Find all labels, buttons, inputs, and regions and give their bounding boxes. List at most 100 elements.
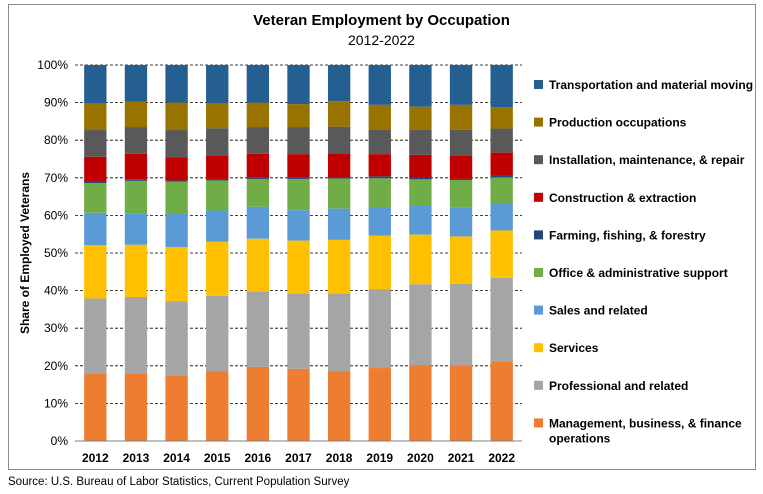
bar-segment — [206, 295, 229, 372]
legend-entry: Professional and related — [549, 379, 688, 393]
legend-swatch — [534, 305, 543, 315]
bar-segment — [449, 155, 473, 179]
bar-segment — [84, 183, 107, 213]
bar-segment — [449, 207, 473, 237]
bar-segment — [490, 65, 513, 108]
grid-layer — [75, 64, 522, 404]
bar-segment — [124, 127, 148, 154]
bar-segment — [449, 180, 473, 208]
legend-swatch — [534, 418, 543, 428]
bar-segment — [368, 176, 391, 179]
x-tick-label: 2018 — [326, 451, 353, 465]
bar-segment — [124, 213, 148, 245]
y-tick-label: 80% — [44, 133, 68, 147]
chart-title: Veteran Employment by Occupation — [253, 12, 510, 29]
bar-segment — [327, 153, 351, 178]
bar-segment — [206, 128, 229, 156]
legend-swatch — [534, 117, 543, 127]
bar-segment — [409, 65, 432, 107]
legend-entry: Services — [549, 341, 599, 355]
bar-segment — [246, 177, 270, 179]
bar-segment — [490, 152, 513, 176]
bar-segment — [206, 155, 229, 179]
bar-segment — [368, 104, 391, 130]
bars-layer — [84, 65, 513, 441]
chart-subtitle: 2012-2022 — [348, 32, 415, 48]
legend-swatch — [534, 80, 543, 89]
bar-segment — [124, 244, 148, 297]
bar-segment — [409, 365, 432, 441]
bar-segment — [287, 293, 310, 369]
bar-segment — [84, 65, 107, 103]
bar-segment — [327, 293, 351, 372]
x-tick-label: 2021 — [448, 451, 475, 465]
bar-segment — [246, 153, 270, 178]
bar-segment — [287, 177, 310, 179]
bar-segment — [490, 128, 513, 153]
bar-segment — [368, 368, 391, 441]
bar-segment — [206, 65, 229, 103]
bar-segment — [368, 154, 391, 177]
bar-segment — [409, 284, 432, 366]
y-tick-label: 70% — [44, 171, 68, 185]
bar-segment — [327, 65, 351, 102]
bar-segment — [206, 371, 229, 441]
bar-segment — [206, 180, 229, 211]
bar-segment — [287, 240, 310, 294]
bar-segment — [490, 277, 513, 362]
bar-segment — [84, 130, 107, 157]
bar-segment — [490, 175, 513, 178]
x-tick-label: 2013 — [123, 451, 150, 465]
bar-segment — [84, 298, 107, 374]
bar-segment — [165, 65, 188, 103]
bar-segment — [287, 368, 310, 441]
bar-segment — [124, 373, 148, 441]
bar-segment — [409, 177, 432, 180]
bar-segment — [287, 65, 310, 105]
bar-segment — [327, 177, 351, 179]
bar-segment — [409, 179, 432, 206]
bar-segment — [327, 178, 351, 209]
bar-segment — [165, 130, 188, 158]
legend-entry: Sales and related — [549, 304, 648, 318]
y-tick-label: 50% — [44, 246, 68, 260]
bar-segment — [124, 101, 148, 128]
bar-segment — [449, 104, 473, 130]
bar-segment — [206, 102, 229, 129]
legend: Transportation and material moving Produc… — [534, 78, 753, 445]
bar-segment — [490, 202, 513, 231]
bar-segment — [124, 153, 148, 180]
legend-swatch — [534, 268, 543, 277]
bar-segment — [327, 239, 351, 294]
x-tick-label: 2015 — [204, 451, 231, 465]
bar-segment — [246, 102, 270, 128]
y-tick-label: 10% — [44, 396, 68, 410]
bar-segment — [124, 179, 148, 181]
y-axis-label: Share of Employed Veterans — [18, 172, 32, 334]
bar-segment — [287, 178, 310, 211]
bar-segment — [287, 127, 310, 155]
legend-swatch — [534, 155, 543, 165]
bar-segment — [287, 210, 310, 241]
bar-segment — [409, 154, 432, 178]
bar-segment — [84, 212, 107, 246]
x-tick-label: 2019 — [366, 451, 393, 465]
bar-segment — [368, 129, 391, 155]
bar-segment — [327, 101, 351, 127]
bar-segment — [490, 230, 513, 278]
bar-segment — [246, 366, 270, 441]
bar-segment — [84, 156, 107, 182]
legend-entry: Production occupations — [549, 116, 687, 130]
y-tick-label: 20% — [44, 359, 68, 373]
bar-segment — [124, 180, 148, 214]
x-tick-label: 2020 — [407, 451, 434, 465]
bar-segment — [165, 246, 188, 302]
bar-segment — [84, 181, 107, 184]
bar-segment — [449, 283, 473, 366]
bar-segment — [84, 245, 107, 299]
bar-segment — [84, 373, 107, 441]
bar-segment — [165, 181, 188, 214]
y-tick-label: 30% — [44, 321, 68, 335]
y-tick-label: 40% — [44, 284, 68, 298]
